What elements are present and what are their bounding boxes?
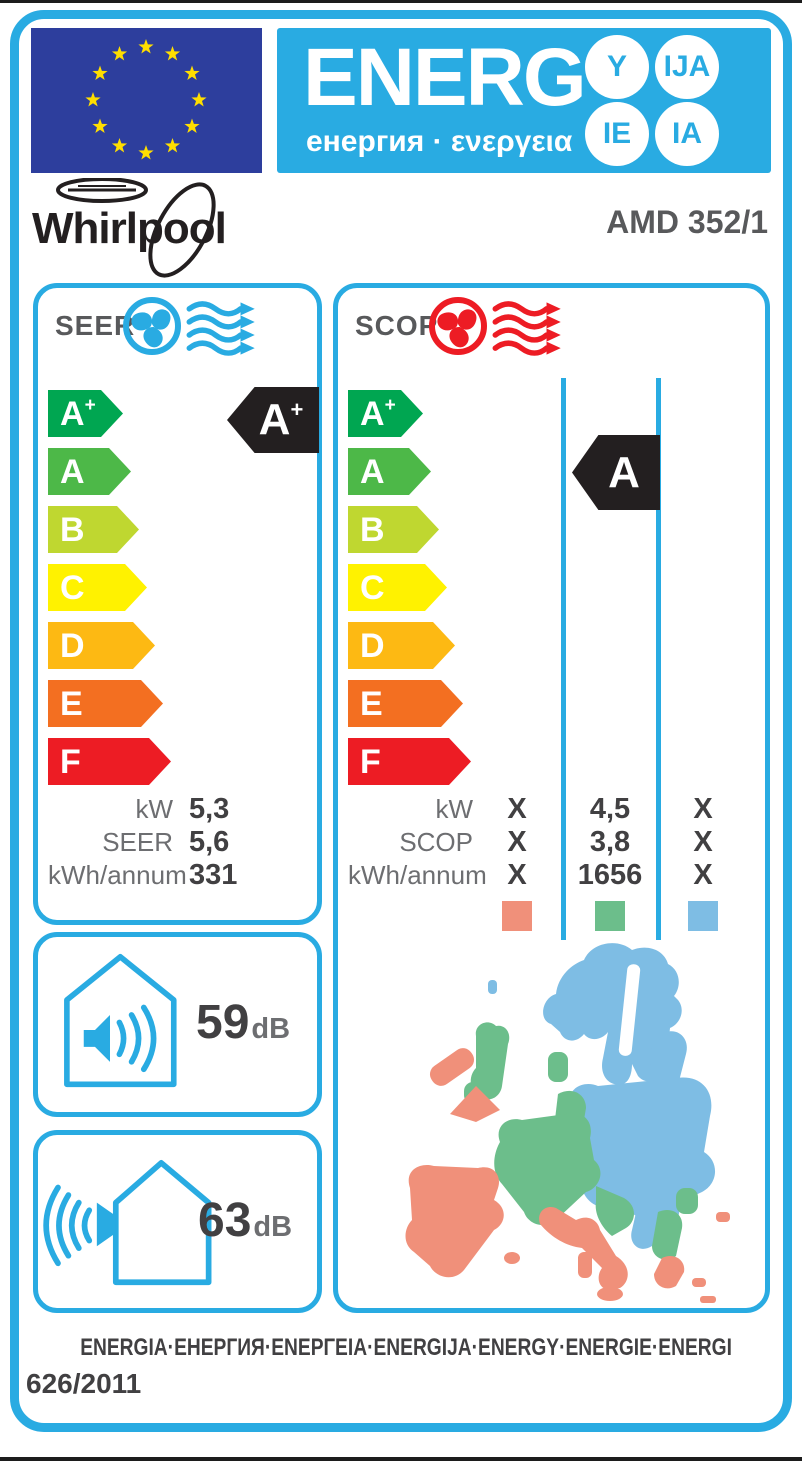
brand-wordmark: Whirlpool	[32, 204, 227, 253]
energy-class-arrow-e: E	[348, 680, 463, 727]
climate-zone-cold	[488, 943, 716, 1249]
indoor-noise-value: 59 dB	[196, 996, 291, 1049]
seer-airflow-icon	[186, 301, 255, 356]
energy-class-arrow-c: C	[48, 564, 147, 611]
lang-circle-ija: IJA	[655, 35, 719, 99]
scop-values: kW X 4,5 X SCOP X 3,8 X kWh/annum X 1656…	[348, 793, 758, 931]
climate-zone-swatch-warm	[502, 901, 532, 931]
scop-fan-icon	[429, 297, 487, 355]
model-number: AMD 352/1	[606, 204, 768, 240]
scop-label: SCOP	[355, 310, 439, 341]
energy-class-arrow-f: F	[48, 738, 171, 785]
seer-rating-badge: A +	[227, 387, 319, 453]
energy-class-arrow-aplus: A +	[48, 390, 123, 437]
energy-class-arrow-e: E	[48, 680, 163, 727]
noise-outdoor-box: 63 dB	[33, 1130, 322, 1313]
climate-zone-swatch-average	[595, 901, 625, 931]
scop-panel: SCOP A +	[333, 283, 770, 1313]
seer-kw-row: kW 5,3	[135, 793, 230, 825]
screenshot-edge-bottom	[0, 1457, 802, 1461]
seer-label: SEER	[55, 310, 136, 341]
outdoor-noise-value: 63 dB	[198, 1194, 293, 1247]
whirlpool-logo: Whirlpool	[30, 178, 280, 278]
energy-class-arrow-c: C	[348, 564, 447, 611]
energ-title: ENERG	[303, 32, 587, 123]
energy-class-arrow-b: B	[348, 506, 439, 553]
climate-zone-warm	[405, 1048, 730, 1303]
seer-kwh-row: kWh/annum 331	[48, 859, 238, 891]
eu-flag	[31, 28, 262, 173]
scop-rating-badge: A	[572, 435, 660, 510]
eu-flag-stars	[85, 39, 207, 160]
label-border	[10, 10, 792, 1432]
climate-divider-line	[656, 378, 661, 940]
scop-airflow-icon	[492, 301, 561, 356]
outdoor-noise-icon	[43, 1160, 212, 1286]
seer-seer-row: SEER 5,6	[102, 826, 230, 858]
seer-panel: SEER A + A	[33, 283, 322, 925]
energy-class-arrow-a: A	[48, 448, 131, 495]
speaker-icon	[96, 1202, 116, 1247]
energy-class-arrow-f: F	[348, 738, 471, 785]
seer-fan-icon	[123, 297, 181, 355]
energ-banner: ENERG енергия · ενεργεια Y IJA IE IA	[277, 28, 771, 173]
energy-class-arrow-aplus: A +	[348, 390, 423, 437]
scop-scop-row: SCOP X 3,8 X	[399, 826, 713, 858]
energy-class-arrow-d: D	[348, 622, 455, 669]
climate-zone-average	[433, 1022, 698, 1260]
climate-divider-line	[561, 378, 566, 940]
energ-subtitle: енергия · ενεργεια	[306, 125, 573, 158]
energy-class-arrow-d: D	[48, 622, 155, 669]
scop-energy-scale: A + A B C D E F	[348, 390, 471, 796]
lang-circle-ia: IA	[655, 102, 719, 166]
energy-class-arrow-a: A	[348, 448, 431, 495]
energy-words: ENERGIA·ЕНЕРГИЯ·ΕΝΕΡΓΕΙΑ·ENERGIJA·ENERGY…	[80, 1334, 732, 1361]
regulation-number: 626/2011	[26, 1368, 142, 1399]
scop-kw-row: kW X 4,5 X	[435, 793, 713, 825]
lang-circle-ie: IE	[585, 102, 649, 166]
seer-values: kW 5,3 SEER 5,6 kWh/annum 331	[48, 793, 279, 892]
indoor-noise-icon	[64, 954, 177, 1088]
climate-zone-swatches	[348, 901, 758, 931]
scop-kwh-row: kWh/annum X 1656 X	[348, 859, 713, 891]
europe-climate-map	[405, 943, 730, 1303]
screenshot-edge-top	[0, 0, 802, 3]
seer-energy-scale: A + A B C D E F	[48, 390, 171, 796]
speaker-icon	[83, 1014, 110, 1062]
noise-indoor-box: 59 dB	[33, 932, 322, 1117]
lang-circle-y: Y	[585, 35, 649, 99]
energy-class-arrow-b: B	[48, 506, 139, 553]
climate-zone-swatch-cold	[688, 901, 718, 931]
